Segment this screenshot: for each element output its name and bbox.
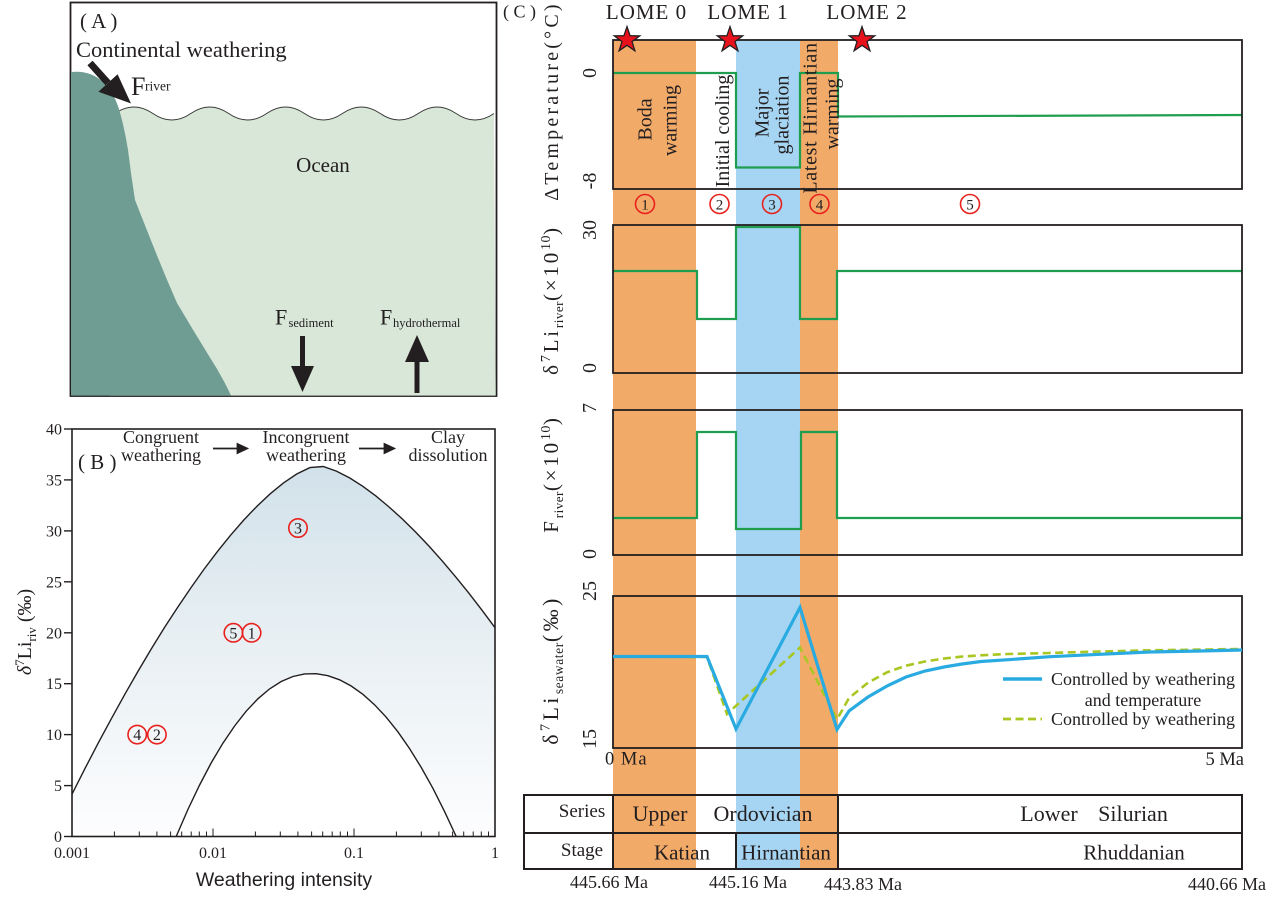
svg-text:and temperature: and temperature <box>1085 690 1201 710</box>
svg-text:Upper: Upper <box>633 801 689 826</box>
svg-text:δ7Liriv (‰): δ7Liriv (‰) <box>12 589 39 675</box>
svg-text:Controlled by weathering: Controlled by weathering <box>1051 669 1235 689</box>
svg-text:0.1: 0.1 <box>344 845 364 862</box>
svg-text:F: F <box>380 305 392 330</box>
svg-text:river: river <box>145 79 171 94</box>
svg-text:Boda: Boda <box>635 98 657 140</box>
svg-text:Clay: Clay <box>431 427 465 447</box>
svg-text:0: 0 <box>579 549 601 559</box>
svg-text:( C ): ( C ) <box>503 2 536 23</box>
svg-text:5: 5 <box>229 625 237 642</box>
svg-text:warming: warming <box>822 78 844 149</box>
svg-text:443.83 Ma: 443.83 Ma <box>824 874 902 894</box>
svg-text:weathering: weathering <box>121 445 201 465</box>
svg-text:Congruent: Congruent <box>123 427 199 447</box>
svg-text:Continental weathering: Continental weathering <box>76 37 287 62</box>
svg-text:0: 0 <box>579 363 601 373</box>
svg-text:0.001: 0.001 <box>54 845 90 862</box>
svg-text:445.16 Ma: 445.16 Ma <box>709 872 787 892</box>
svg-text:Series: Series <box>559 801 605 822</box>
svg-text:15: 15 <box>46 676 62 693</box>
svg-text:Ocean: Ocean <box>296 153 350 177</box>
svg-text:2: 2 <box>716 198 724 214</box>
svg-text:1: 1 <box>248 625 256 642</box>
svg-text:LOME 2: LOME 2 <box>826 0 907 24</box>
svg-text:3: 3 <box>294 521 302 538</box>
svg-text:5: 5 <box>966 198 974 214</box>
svg-text:warming: warming <box>660 85 682 156</box>
svg-text:Weathering intensity: Weathering intensity <box>196 869 373 891</box>
svg-text:Major: Major <box>752 88 774 137</box>
svg-text:F: F <box>131 72 145 101</box>
svg-text:10: 10 <box>46 727 62 744</box>
svg-text:15: 15 <box>579 729 601 749</box>
svg-text:δ7Liriver(×1010): δ7Liriver(×1010) <box>539 225 566 375</box>
svg-text:hydrothermal: hydrothermal <box>393 316 461 330</box>
svg-text:Katian: Katian <box>654 841 710 865</box>
svg-text:δ7Liseawater(‰): δ7Liseawater(‰) <box>538 595 566 744</box>
svg-text:20: 20 <box>46 625 62 642</box>
svg-text:-8: -8 <box>579 173 601 190</box>
svg-text:7: 7 <box>579 403 601 413</box>
svg-text:0: 0 <box>579 68 601 78</box>
svg-text:440.66 Ma: 440.66 Ma <box>1188 874 1266 894</box>
svg-text:4: 4 <box>816 198 824 214</box>
svg-text:Silurian: Silurian <box>1098 801 1168 826</box>
svg-text:0.01: 0.01 <box>199 845 227 862</box>
svg-text:Stage: Stage <box>561 840 603 861</box>
svg-text:Hirnantian: Hirnantian <box>741 841 831 865</box>
svg-text:Ordovician: Ordovician <box>714 801 813 826</box>
svg-text:25: 25 <box>579 581 601 601</box>
svg-text:5 Ma: 5 Ma <box>1205 750 1244 770</box>
svg-text:sediment: sediment <box>289 316 335 330</box>
svg-text:Lower: Lower <box>1020 801 1078 826</box>
svg-text:glaciation: glaciation <box>772 76 794 155</box>
svg-text:Friver(×1010): Friver(×1010) <box>539 415 566 532</box>
svg-text:weathering: weathering <box>266 445 346 465</box>
svg-text:3: 3 <box>768 198 776 214</box>
svg-text:( B ): ( B ) <box>78 450 117 474</box>
svg-text:Controlled by weathering: Controlled by weathering <box>1051 709 1235 729</box>
svg-text:ΔTemperature(°C): ΔTemperature(°C) <box>541 1 563 200</box>
svg-text:1: 1 <box>641 198 649 214</box>
svg-text:Initial cooling: Initial cooling <box>712 75 734 188</box>
svg-text:1: 1 <box>491 845 499 862</box>
svg-text:0 Ma: 0 Ma <box>605 750 648 770</box>
svg-text:25: 25 <box>46 574 62 591</box>
svg-text:LOME 1: LOME 1 <box>707 0 788 24</box>
svg-text:2: 2 <box>153 727 161 744</box>
svg-text:( A ): ( A ) <box>80 9 117 33</box>
svg-text:40: 40 <box>46 422 62 439</box>
svg-text:30: 30 <box>579 220 601 240</box>
svg-text:Incongruent: Incongruent <box>263 427 350 447</box>
svg-text:F: F <box>275 305 287 330</box>
svg-text:5: 5 <box>54 778 62 795</box>
svg-text:30: 30 <box>46 523 62 540</box>
svg-text:LOME 0: LOME 0 <box>606 0 687 24</box>
svg-text:Rhuddanian: Rhuddanian <box>1083 841 1185 865</box>
svg-text:4: 4 <box>133 727 141 744</box>
svg-text:445.66 Ma: 445.66 Ma <box>570 872 648 892</box>
svg-text:dissolution: dissolution <box>408 445 487 465</box>
svg-text:35: 35 <box>46 472 62 489</box>
svg-text:0: 0 <box>54 829 62 846</box>
svg-text:Latest Hirnantian: Latest Hirnantian <box>800 42 822 193</box>
